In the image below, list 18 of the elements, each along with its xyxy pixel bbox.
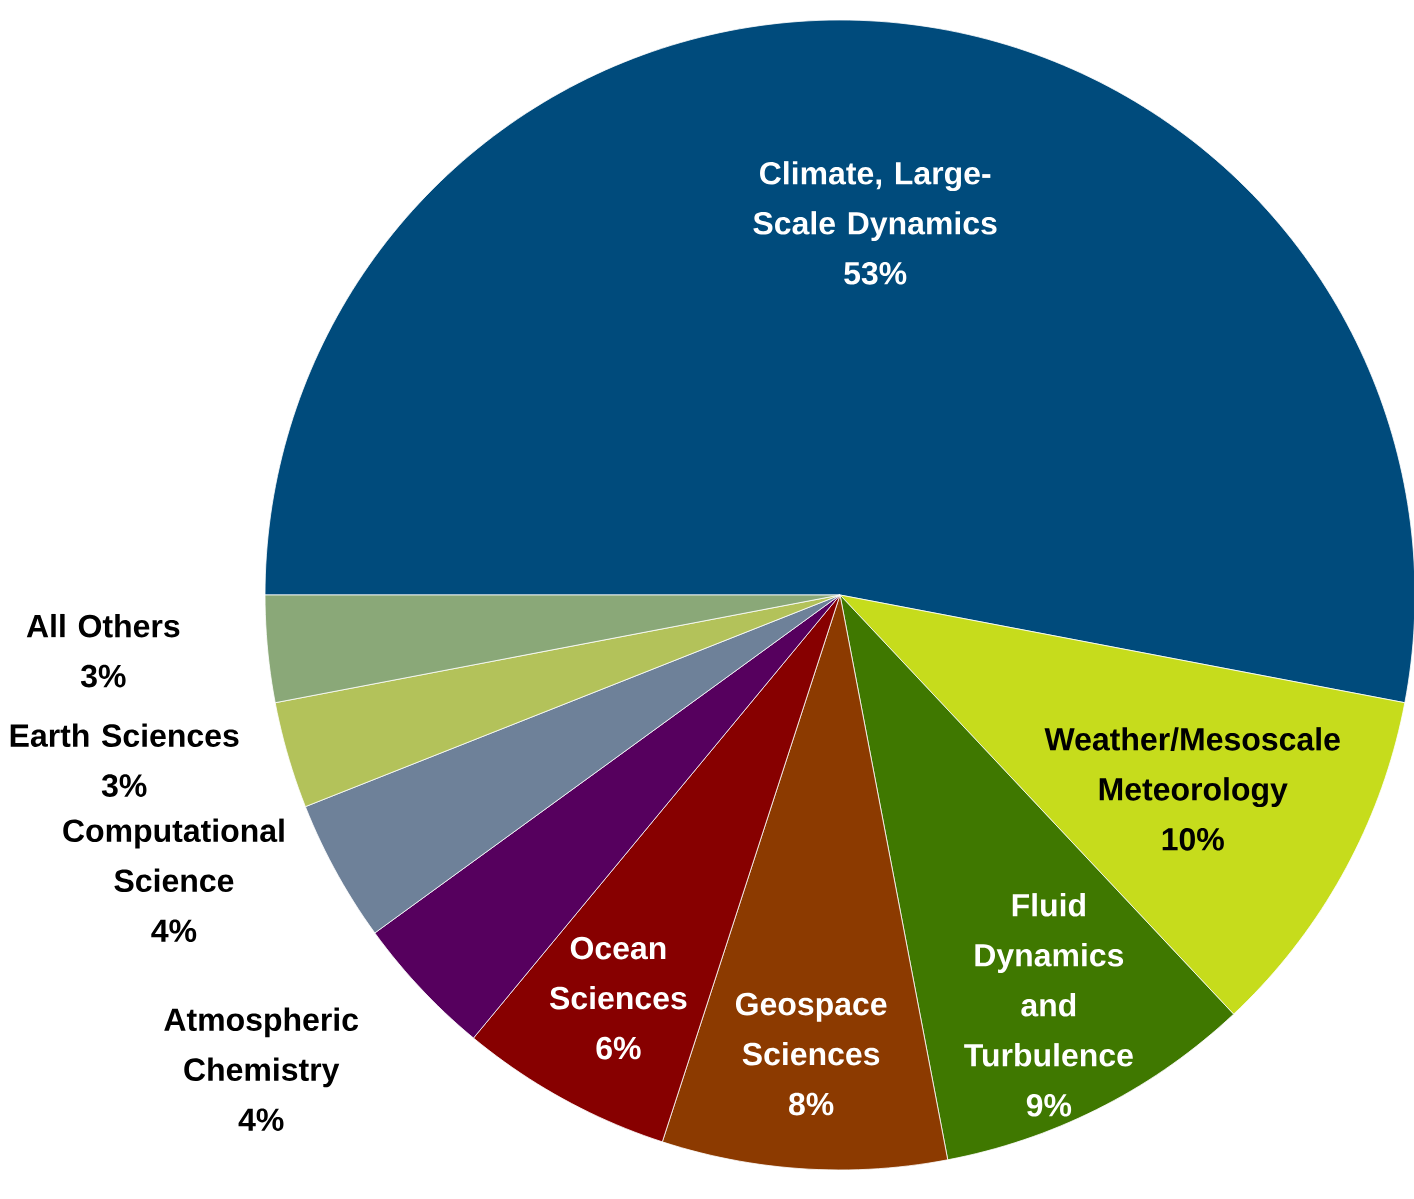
data-label: 6% — [596, 1036, 641, 1060]
slice-label: Computational Science — [63, 818, 284, 893]
data-label: 4% — [151, 919, 197, 943]
data-label: 3% — [101, 774, 147, 797]
data-label: 4% — [238, 1108, 284, 1131]
slice-label: Atmospheric Chemistry — [164, 1007, 359, 1088]
slice-label: Weather/Mesoscale Meteorology — [1044, 727, 1340, 808]
data-label: 10% — [1162, 828, 1224, 851]
data-label: 53% — [844, 261, 907, 285]
slice-label: All Others — [26, 613, 180, 638]
slice-label: Fluid Dynamics and Turbulence — [964, 893, 1133, 1067]
slice-label: Geospace Sciences — [735, 992, 887, 1066]
slice-label: Ocean Sciences — [549, 936, 687, 1010]
slice-label: Climate, Large-Scale Dynamics — [753, 161, 997, 241]
data-label: 3% — [80, 664, 126, 688]
data-label: 8% — [789, 1092, 834, 1116]
slice-label: Earth Sciences — [10, 723, 239, 747]
data-label: 9% — [1026, 1093, 1072, 1117]
